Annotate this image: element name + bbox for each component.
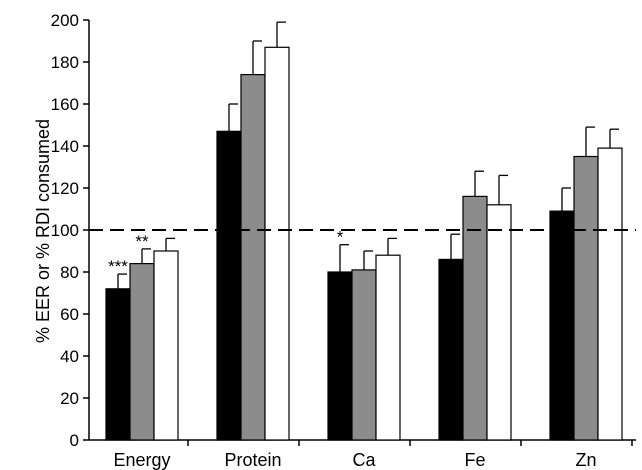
bar xyxy=(240,73,266,441)
y-tick-label: 40 xyxy=(60,347,79,366)
y-tick-label: 200 xyxy=(51,11,79,30)
bar xyxy=(462,195,488,441)
bar xyxy=(105,288,131,441)
y-tick-label: 100 xyxy=(51,221,79,240)
x-category-label: Fe xyxy=(464,450,485,470)
bar xyxy=(375,254,401,441)
significance-marker: ** xyxy=(135,232,149,251)
x-category-label: Zn xyxy=(575,450,596,470)
x-category-label: Protein xyxy=(224,450,281,470)
bar xyxy=(573,155,599,441)
plot-area: 0 20 40 60 80 100 120 140 160 180 200 Energy Protein… xyxy=(51,11,636,470)
x-category-label: Ca xyxy=(352,450,376,470)
y-tick-label: 20 xyxy=(60,389,79,408)
bar xyxy=(597,147,623,441)
y-tick-label: 60 xyxy=(60,305,79,324)
significance-marker: * xyxy=(337,228,344,247)
bar xyxy=(153,250,179,441)
y-tick-label: 0 xyxy=(70,431,79,450)
bar xyxy=(486,204,512,441)
y-tick-label: 140 xyxy=(51,137,79,156)
y-tick-label: 80 xyxy=(60,263,79,282)
bar xyxy=(327,271,353,441)
bar xyxy=(129,263,155,441)
y-axis-title: % EER or % RDI consumed xyxy=(33,119,53,343)
bar xyxy=(264,46,290,441)
bar xyxy=(438,258,464,441)
y-tick-label: 160 xyxy=(51,95,79,114)
y-tick-label: 180 xyxy=(51,53,79,72)
significance-marker: *** xyxy=(108,257,128,276)
bar xyxy=(216,130,242,441)
x-category-label: Energy xyxy=(113,450,170,470)
y-tick-label: 120 xyxy=(51,179,79,198)
bar xyxy=(351,269,377,441)
bar xyxy=(549,210,575,441)
